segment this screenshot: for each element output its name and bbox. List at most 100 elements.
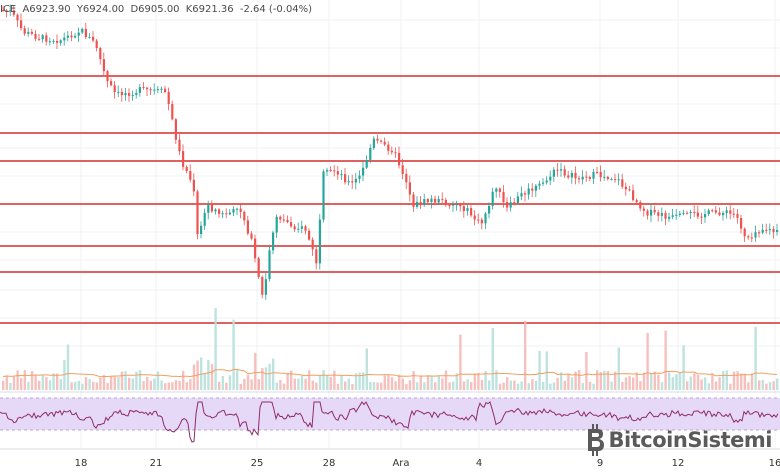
candle-body [250, 233, 253, 239]
volume-bar [610, 381, 613, 390]
candle-body [635, 200, 638, 203]
volume-bar [336, 383, 340, 390]
volume-bar [84, 377, 88, 390]
volume-bar [390, 377, 394, 390]
volume-bar [671, 377, 674, 390]
volume-bar [405, 383, 408, 390]
candle-body [203, 212, 206, 226]
candle-body [214, 209, 217, 212]
candle-body [372, 138, 375, 148]
volume-bar [300, 375, 304, 390]
candle-body [675, 214, 678, 216]
volume-bar [707, 383, 710, 390]
volume-bar [261, 368, 264, 390]
candle-body [210, 203, 213, 212]
candle-body [725, 210, 728, 213]
candle-body [729, 210, 732, 214]
volume-bar [419, 376, 422, 390]
candle-body [326, 170, 329, 172]
volume-bar [142, 381, 145, 390]
candle-body [322, 171, 325, 220]
volume-bar [520, 381, 523, 390]
volume-bar [66, 344, 70, 390]
volume-bar [254, 353, 257, 390]
volume-bar [23, 370, 26, 390]
candle-body [70, 35, 73, 38]
candle-body [286, 219, 289, 223]
candle-body [743, 228, 746, 237]
volume-bar [686, 381, 689, 390]
volume-bar [588, 381, 592, 390]
volume-bar [340, 375, 343, 390]
candle-body [772, 229, 775, 232]
volume-bar [351, 383, 354, 390]
rsi-pane [0, 397, 780, 443]
candle-body [740, 217, 743, 229]
candle-body [653, 209, 656, 213]
watermark: BitcoinSistemi [585, 424, 773, 456]
volume-bar [45, 377, 48, 390]
volume-bar [398, 374, 401, 390]
candle-body [282, 219, 285, 221]
low-value: D6905.00 [130, 4, 180, 15]
volume-bar [423, 382, 426, 390]
candle-body [45, 35, 48, 42]
volume-bar [293, 378, 296, 390]
volume-bar [290, 370, 293, 390]
candle-body [761, 229, 764, 233]
volume-bar [498, 383, 502, 390]
candle-body [747, 236, 750, 238]
volume-bar [552, 382, 556, 390]
x-tick-label: 16 [769, 458, 780, 469]
volume-bar [347, 378, 350, 390]
candle-body [614, 179, 617, 181]
volume-bar [59, 378, 62, 390]
volume-bar [250, 379, 253, 390]
volume-bar [574, 371, 577, 390]
candle-body [56, 40, 59, 43]
volume-bar [207, 359, 210, 390]
candle-body [642, 208, 645, 211]
volume-bar [488, 380, 491, 390]
volume-bar [646, 332, 649, 390]
x-tick-label: 12 [672, 458, 685, 469]
candle-body [138, 87, 141, 93]
volume-bar [246, 374, 250, 390]
volume-bar [657, 374, 660, 390]
volume-bar [81, 383, 84, 390]
volume-bar [38, 380, 41, 390]
candle-body [336, 171, 339, 175]
candle-body [2, 10, 5, 11]
volume-bar [560, 372, 563, 390]
x-tick-label: 18 [75, 458, 88, 469]
volume-bar [20, 378, 23, 390]
volume-bar [74, 381, 77, 390]
volume-bar [714, 381, 718, 390]
volume-bar [322, 370, 325, 390]
candle-body [765, 229, 768, 231]
volume-bar [113, 376, 116, 390]
candle-body [408, 182, 411, 195]
open-value: A6923.90 [22, 4, 71, 15]
candle-body [689, 211, 692, 213]
candle-body [174, 119, 177, 140]
volume-bar [722, 371, 725, 390]
candle-body [5, 10, 8, 12]
support-resistance-levels [0, 75, 780, 324]
volume-bar [639, 381, 642, 390]
candle-body [542, 182, 545, 184]
volume-bar [635, 372, 638, 390]
candle-body [581, 176, 584, 180]
candle-body [182, 151, 185, 167]
candle-body [387, 144, 390, 151]
volume-bar [182, 370, 185, 390]
candle-body [448, 205, 451, 207]
volume-bar [30, 371, 34, 390]
candle-body [351, 181, 354, 183]
volume-bar [628, 375, 631, 390]
candle-body [275, 216, 278, 233]
volume-bar [563, 380, 566, 390]
candle-body [167, 91, 170, 104]
